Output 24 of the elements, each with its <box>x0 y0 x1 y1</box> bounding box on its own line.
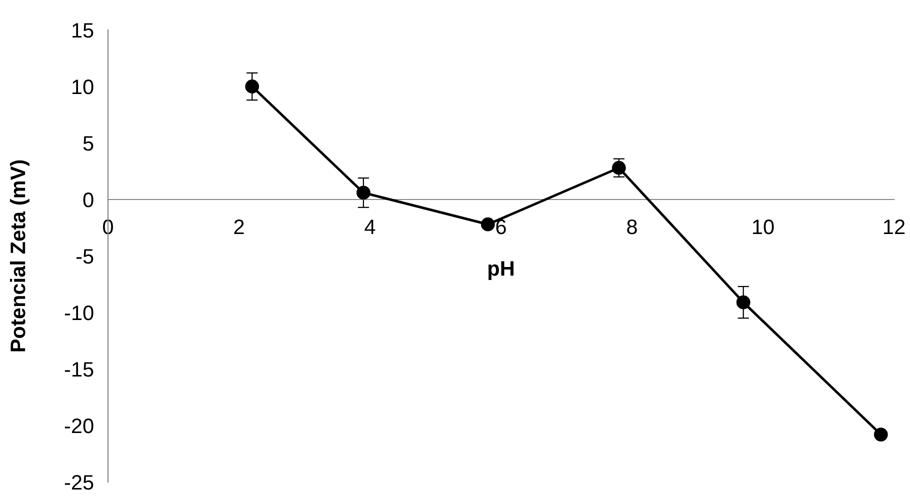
point <box>736 295 750 310</box>
y-axis-title: Potencial Zeta (mV) <box>10 160 30 352</box>
point <box>874 428 888 442</box>
y-tick-label: -25 <box>64 475 94 490</box>
y-tick-label: 15 <box>72 23 94 38</box>
x-tick-label: 8 <box>627 219 637 234</box>
x-tick-label: 12 <box>884 219 905 234</box>
x-tick-label: 6 <box>496 219 506 234</box>
y-tick-label: 5 <box>83 136 94 151</box>
y-tick-label: 0 <box>83 192 94 208</box>
x-tick-label: 2 <box>234 219 244 234</box>
point <box>245 80 260 94</box>
x-tick-label: 0 <box>103 219 113 234</box>
point <box>612 160 626 175</box>
x-tick-label: 10 <box>753 219 774 234</box>
point <box>356 186 370 200</box>
y-tick-label: -20 <box>64 418 94 434</box>
y-tick-label: -10 <box>64 306 94 320</box>
point <box>480 217 495 232</box>
x-tick-label: 4 <box>364 220 376 234</box>
y-tick-label: -15 <box>64 362 94 377</box>
x-axis-title: pH <box>488 261 514 280</box>
y-tick-label: -5 <box>76 249 94 264</box>
y-tick-label: 10 <box>72 80 94 94</box>
